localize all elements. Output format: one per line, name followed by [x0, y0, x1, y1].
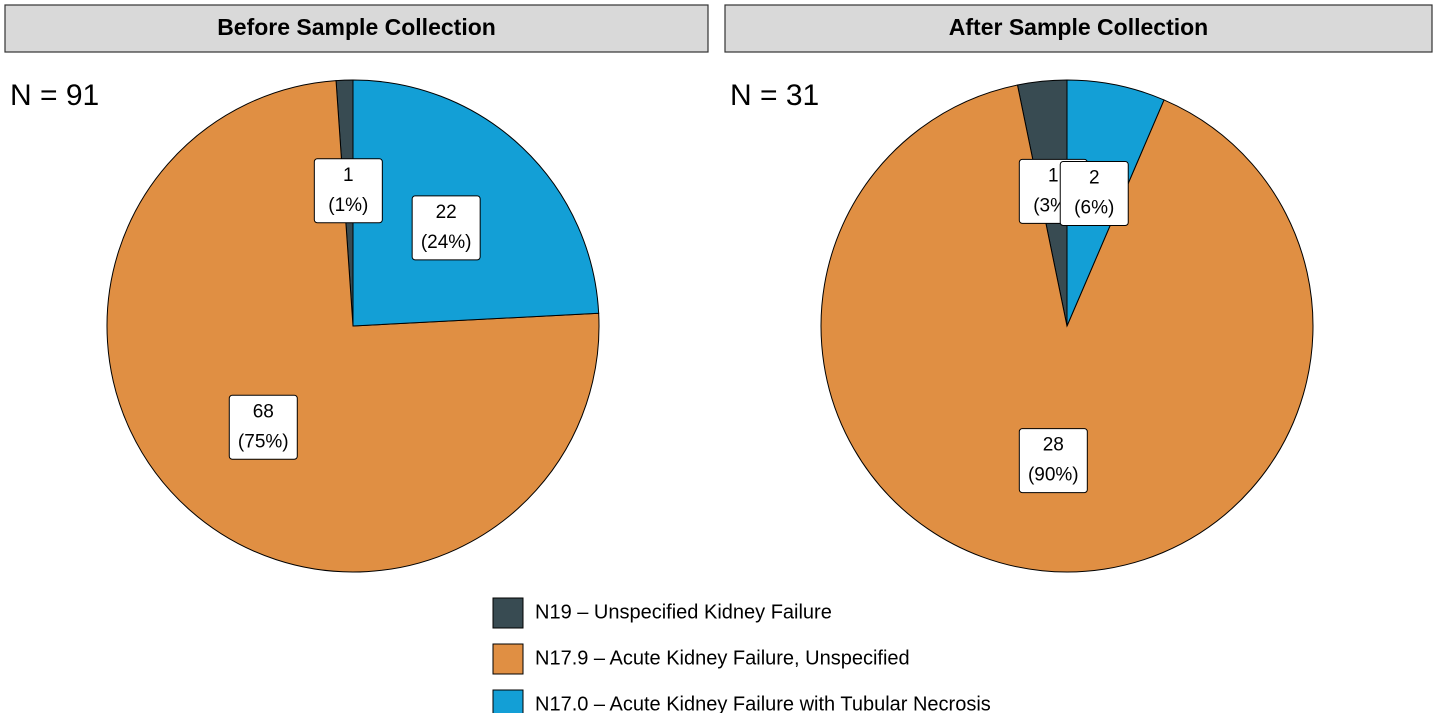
legend-swatch: [492, 643, 524, 675]
data-label-percent: (24%): [421, 232, 472, 253]
data-label-count: 1: [1048, 165, 1059, 186]
sample-size: N = 91: [10, 79, 99, 112]
data-label-box: [228, 394, 298, 460]
legend-swatch: [492, 689, 524, 713]
data-label: 28 (90%): [1018, 428, 1088, 494]
legend-swatch: [492, 597, 524, 629]
data-label-percent: (1%): [328, 195, 368, 216]
data-label-percent: (90%): [1028, 465, 1079, 486]
sample-size: N = 31: [730, 79, 819, 112]
facet-header: [4, 4, 709, 53]
data-label-count: 68: [253, 401, 274, 422]
data-label-percent: (75%): [238, 431, 289, 452]
legend-label: N19 – Unspecified Kidney Failure: [535, 601, 832, 623]
data-label-count: 2: [1089, 167, 1100, 188]
data-label-box: [1059, 160, 1129, 226]
data-label: 1 (1%): [313, 158, 383, 224]
pie-slice: [820, 84, 1314, 573]
data-label-count: 1: [343, 165, 354, 186]
facet-title: Before Sample Collection: [217, 14, 496, 40]
data-label-count: 28: [1043, 435, 1064, 456]
facet-header: [724, 4, 1433, 53]
data-label-box: [313, 158, 383, 224]
legend-label: N17.0 – Acute Kidney Failure with Tubula…: [535, 693, 991, 713]
legend-label: N17.9 – Acute Kidney Failure, Unspecifie…: [535, 647, 910, 669]
facet-title: After Sample Collection: [949, 14, 1208, 40]
data-label: 2 (6%): [1059, 160, 1129, 226]
data-label-count: 22: [436, 202, 457, 223]
data-label-box: [1018, 428, 1088, 494]
data-label-box: [411, 195, 481, 261]
data-label-percent: (6%): [1074, 197, 1114, 218]
data-label: 22 (24%): [411, 195, 481, 261]
data-label: 68 (75%): [228, 394, 298, 460]
